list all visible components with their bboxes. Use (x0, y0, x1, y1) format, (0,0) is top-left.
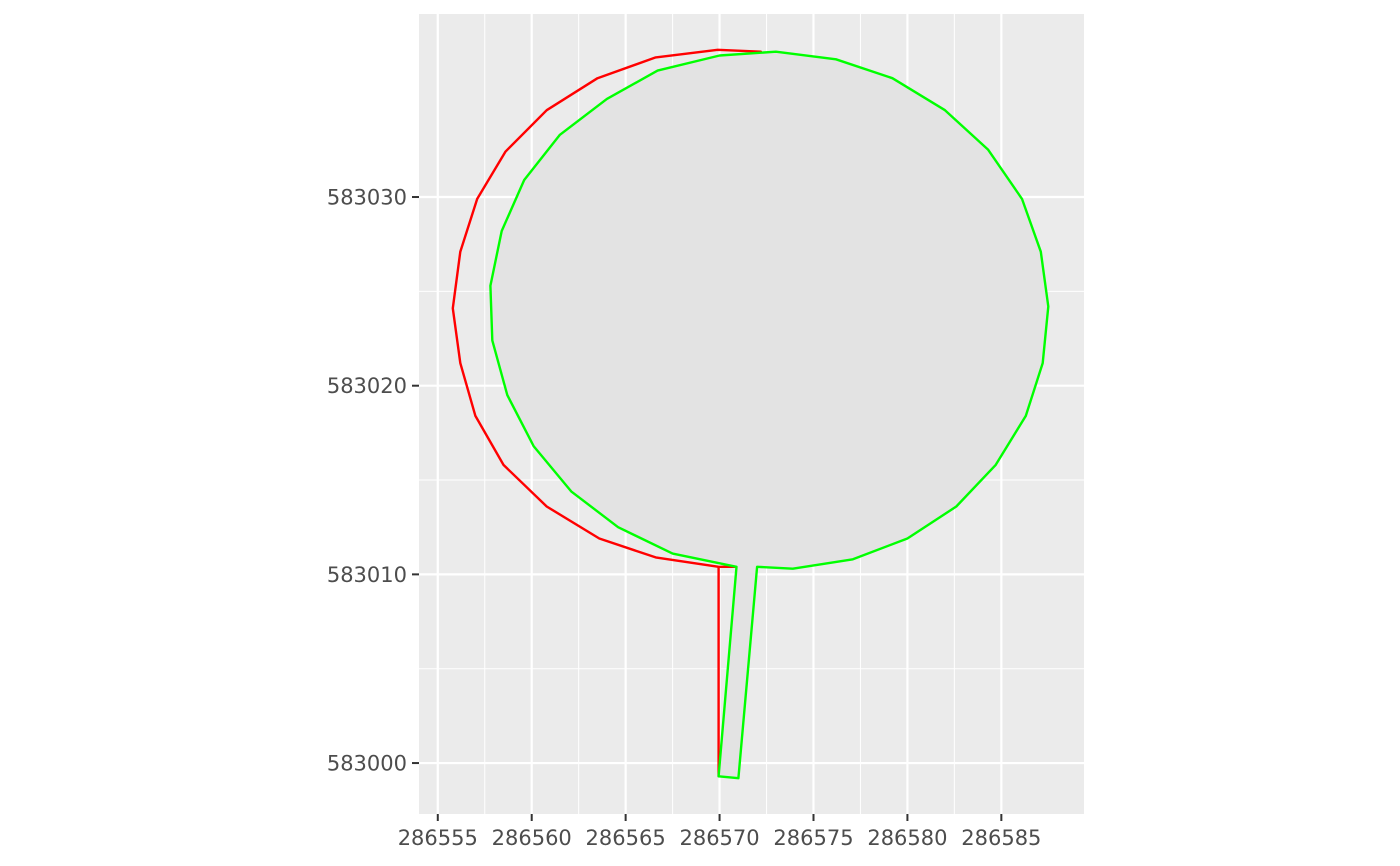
x-tick-label: 286570 (679, 826, 759, 850)
x-tick-label: 286565 (586, 826, 666, 850)
series-polygon-1 (451, 48, 763, 778)
y-tick-label: 583010 (327, 563, 407, 587)
x-axis: 286555 286560 286565 286570 286575 286580 2865… (398, 814, 1041, 850)
y-tick-label: 583020 (327, 374, 407, 398)
series-polygon-2 (489, 50, 1050, 780)
x-tick-label: 286560 (492, 826, 572, 850)
y-tick-label: 583000 (327, 752, 407, 776)
x-tick-label: 286585 (961, 826, 1041, 850)
polygon-series-layer (451, 48, 1050, 780)
x-tick-label: 286575 (773, 826, 853, 850)
y-axis: 583000 583010 583020 583030 (327, 186, 419, 776)
x-tick-label: 286580 (867, 826, 947, 850)
y-tick-label: 583030 (327, 186, 407, 210)
x-tick-label: 286555 (398, 826, 478, 850)
